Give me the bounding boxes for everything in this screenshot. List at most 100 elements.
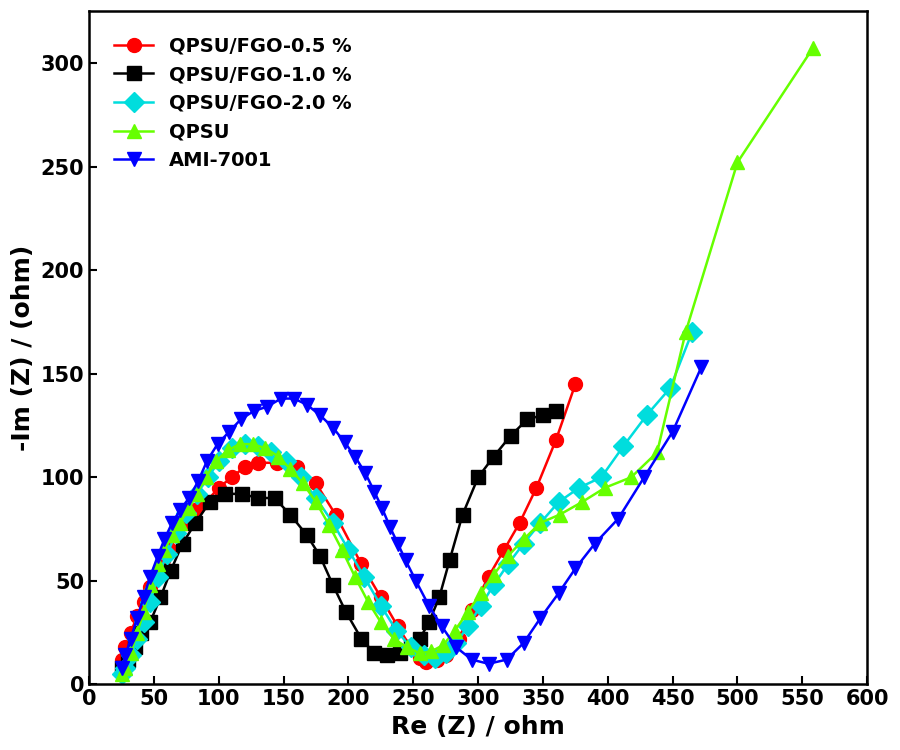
QPSU/FGO-1.0 % bbox=[395, 649, 406, 658]
AMI-7001 bbox=[570, 564, 580, 573]
AMI-7001 bbox=[236, 415, 247, 424]
QPSU bbox=[125, 649, 136, 658]
AMI-7001 bbox=[518, 638, 529, 647]
QPSU bbox=[449, 626, 460, 635]
QPSU bbox=[273, 452, 284, 461]
QPSU/FGO-2.0 % bbox=[213, 456, 224, 465]
AMI-7001 bbox=[392, 539, 403, 548]
QPSU/FGO-2.0 % bbox=[596, 472, 607, 482]
QPSU bbox=[599, 483, 610, 492]
QPSU bbox=[535, 518, 545, 527]
QPSU bbox=[489, 570, 500, 579]
AMI-7001 bbox=[384, 523, 395, 532]
QPSU/FGO-2.0 % bbox=[328, 518, 338, 527]
QPSU/FGO-1.0 % bbox=[551, 406, 562, 416]
QPSU/FGO-2.0 % bbox=[162, 550, 173, 559]
QPSU/FGO-0.5 % bbox=[158, 556, 168, 565]
QPSU/FGO-0.5 % bbox=[392, 622, 403, 631]
QPSU/FGO-2.0 % bbox=[181, 508, 192, 517]
QPSU/FGO-1.0 % bbox=[220, 489, 230, 498]
QPSU/FGO-1.0 % bbox=[315, 551, 326, 560]
QPSU/FGO-2.0 % bbox=[203, 472, 214, 482]
QPSU bbox=[284, 464, 295, 473]
QPSU/FGO-1.0 % bbox=[505, 431, 516, 440]
AMI-7001 bbox=[339, 437, 350, 446]
QPSU/FGO-2.0 % bbox=[642, 411, 652, 420]
QPSU bbox=[502, 551, 513, 560]
QPSU/FGO-2.0 % bbox=[358, 572, 369, 581]
QPSU/FGO-2.0 % bbox=[463, 622, 473, 631]
QPSU/FGO-0.5 % bbox=[570, 380, 580, 388]
QPSU/FGO-2.0 % bbox=[343, 545, 354, 554]
AMI-7001 bbox=[224, 427, 235, 436]
QPSU/FGO-2.0 % bbox=[418, 651, 429, 660]
QPSU/FGO-0.5 % bbox=[272, 458, 283, 467]
QPSU/FGO-1.0 % bbox=[489, 452, 500, 461]
QPSU bbox=[518, 535, 529, 544]
AMI-7001 bbox=[289, 394, 300, 403]
QPSU/FGO-1.0 % bbox=[434, 593, 445, 602]
QPSU/FGO-1.0 % bbox=[356, 634, 367, 644]
AMI-7001 bbox=[501, 655, 512, 664]
QPSU/FGO-1.0 % bbox=[237, 489, 248, 498]
QPSU/FGO-2.0 % bbox=[295, 472, 306, 482]
QPSU bbox=[577, 498, 588, 507]
Line: AMI-7001: AMI-7001 bbox=[114, 361, 708, 675]
QPSU bbox=[145, 580, 156, 590]
QPSU/FGO-0.5 % bbox=[145, 583, 156, 592]
QPSU/FGO-2.0 % bbox=[687, 328, 698, 337]
AMI-7001 bbox=[184, 494, 194, 502]
QPSU bbox=[152, 560, 163, 568]
QPSU/FGO-1.0 % bbox=[284, 510, 295, 519]
QPSU/FGO-0.5 % bbox=[405, 643, 416, 652]
AMI-7001 bbox=[175, 506, 185, 515]
QPSU/FGO-0.5 % bbox=[252, 458, 263, 467]
AMI-7001 bbox=[202, 456, 212, 465]
QPSU/FGO-0.5 % bbox=[190, 506, 201, 515]
QPSU bbox=[337, 545, 347, 554]
QPSU/FGO-0.5 % bbox=[125, 628, 136, 638]
QPSU/FGO-2.0 % bbox=[535, 518, 545, 527]
AMI-7001 bbox=[696, 363, 706, 372]
QPSU/FGO-1.0 % bbox=[129, 643, 140, 652]
QPSU/FGO-2.0 % bbox=[152, 572, 163, 581]
QPSU/FGO-0.5 % bbox=[201, 498, 212, 507]
QPSU bbox=[260, 444, 271, 453]
QPSU bbox=[626, 472, 636, 482]
AMI-7001 bbox=[360, 469, 371, 478]
QPSU bbox=[680, 328, 691, 337]
QPSU/FGO-1.0 % bbox=[414, 634, 425, 644]
QPSU/FGO-1.0 % bbox=[472, 472, 483, 482]
AMI-7001 bbox=[436, 622, 447, 631]
QPSU/FGO-1.0 % bbox=[302, 531, 312, 540]
Line: QPSU/FGO-1.0 %: QPSU/FGO-1.0 % bbox=[114, 404, 562, 675]
AMI-7001 bbox=[590, 539, 600, 548]
QPSU bbox=[116, 670, 127, 679]
QPSU/FGO-1.0 % bbox=[116, 664, 127, 673]
QPSU/FGO-2.0 % bbox=[310, 494, 321, 502]
QPSU/FGO-1.0 % bbox=[369, 649, 380, 658]
AMI-7001 bbox=[667, 427, 678, 436]
QPSU bbox=[192, 489, 202, 498]
QPSU/FGO-2.0 % bbox=[489, 580, 500, 590]
QPSU/FGO-2.0 % bbox=[145, 597, 156, 606]
QPSU/FGO-2.0 % bbox=[502, 560, 513, 568]
QPSU/FGO-2.0 % bbox=[139, 618, 149, 627]
QPSU bbox=[324, 520, 335, 530]
AMI-7001 bbox=[369, 488, 380, 496]
QPSU/FGO-1.0 % bbox=[445, 556, 455, 565]
QPSU/FGO-1.0 % bbox=[166, 566, 176, 575]
QPSU/FGO-0.5 % bbox=[414, 653, 425, 662]
QPSU/FGO-0.5 % bbox=[292, 463, 302, 472]
AMI-7001 bbox=[400, 556, 411, 565]
QPSU/FGO-0.5 % bbox=[421, 657, 432, 666]
QPSU/FGO-2.0 % bbox=[618, 442, 629, 451]
QPSU/FGO-1.0 % bbox=[457, 510, 468, 519]
QPSU/FGO-0.5 % bbox=[431, 655, 442, 664]
AMI-7001 bbox=[166, 518, 177, 527]
QPSU bbox=[475, 589, 486, 598]
QPSU bbox=[222, 446, 233, 454]
QPSU/FGO-2.0 % bbox=[440, 649, 451, 658]
QPSU bbox=[131, 628, 142, 638]
QPSU/FGO-0.5 % bbox=[466, 605, 477, 614]
